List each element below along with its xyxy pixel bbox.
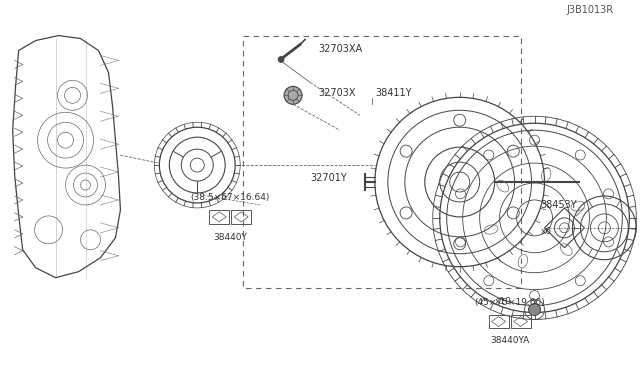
Bar	[231, 210, 251, 224]
Bar	[488, 314, 509, 328]
Bar	[209, 210, 229, 224]
Text: 38440Y: 38440Y	[213, 233, 247, 242]
Text: (38.5×67×16.64): (38.5×67×16.64)	[191, 193, 270, 202]
Bar	[243, 36, 521, 288]
Circle shape	[278, 57, 284, 62]
Bar	[511, 314, 531, 328]
Text: 32703XA: 32703XA	[318, 44, 362, 54]
Text: J3B1013R: J3B1013R	[566, 5, 614, 15]
Text: x6: x6	[541, 227, 552, 236]
Circle shape	[529, 304, 541, 315]
Text: 38440YA: 38440YA	[490, 336, 529, 346]
Text: 38411Y: 38411Y	[375, 88, 412, 98]
Text: x10: x10	[495, 297, 511, 306]
Text: (45×75×19.60): (45×75×19.60)	[474, 298, 545, 307]
Text: 32701Y: 32701Y	[310, 173, 347, 183]
Text: 38453Y: 38453Y	[541, 200, 577, 210]
Circle shape	[284, 86, 302, 104]
Text: 32703X: 32703X	[318, 88, 355, 98]
